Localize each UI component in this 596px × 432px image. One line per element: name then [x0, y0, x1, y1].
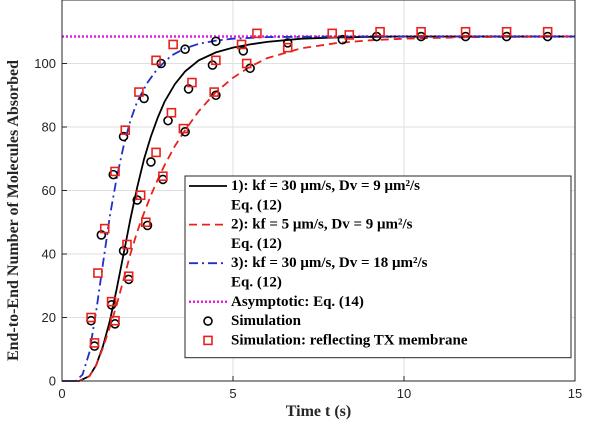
simulation-point	[211, 90, 221, 101]
series-line-s1	[62, 35, 575, 382]
y-tick-label: 80	[42, 120, 56, 135]
x-tick-label: 15	[568, 386, 582, 401]
series-lines	[62, 35, 576, 382]
simulation-point	[163, 115, 173, 126]
reflecting-point	[151, 147, 161, 158]
x-tick-label: 10	[397, 386, 411, 401]
reflecting-point	[99, 223, 110, 234]
simulation-point	[139, 93, 149, 104]
legend: 1): kf = 30 μm/s, Dv = 9 μm²/s Eq. (12) 2)…	[184, 175, 572, 359]
simulation-point	[211, 36, 221, 47]
reflecting-point	[460, 26, 471, 37]
reflecting-point	[86, 312, 96, 323]
axes-frame	[61, 0, 576, 382]
y-tick-label: 0	[49, 374, 56, 389]
reflecting-point	[252, 28, 262, 39]
series-line-s2	[62, 35, 576, 382]
legend-box	[184, 175, 572, 359]
simulation-point	[106, 299, 117, 310]
reflecting-point	[211, 55, 221, 66]
tick-labels: 0 5 10 15 0 20 40 60 80 100	[34, 56, 582, 401]
reflecting-point	[542, 26, 553, 37]
legend-label: Eq. (12)	[231, 275, 282, 291]
x-tick-label: 5	[229, 386, 236, 401]
simulation-point	[118, 131, 129, 142]
simulation-point	[89, 341, 100, 351]
reflecting-point	[375, 26, 385, 37]
reflecting-point	[501, 26, 512, 37]
simulation-point	[110, 319, 120, 329]
legend-label: Eq. (12)	[231, 197, 282, 213]
reflecting-point	[135, 190, 146, 201]
reflecting-point	[120, 125, 131, 135]
y-tick-label: 100	[34, 56, 56, 71]
simulation-point	[108, 169, 119, 180]
reflecting-point	[110, 315, 120, 326]
reflecting-point	[416, 26, 426, 37]
legend-label: 1): kf = 30 μm/s, Dv = 9 μm²/s	[231, 178, 420, 194]
reflecting-point	[140, 217, 151, 228]
legend-label: Simulation	[231, 313, 302, 329]
reflecting-point	[178, 123, 189, 134]
x-axis-label: Time t (s)	[286, 403, 351, 420]
reflecting-point	[209, 87, 219, 97]
simulation-markers	[86, 26, 553, 351]
simulation-point	[180, 44, 190, 55]
y-axis-label: End-to-End Number of Molecules Absorbed	[5, 60, 22, 361]
reflecting-point	[151, 55, 161, 66]
reflecting-point	[158, 171, 168, 182]
simulation-point	[180, 126, 190, 137]
reflecting-point	[106, 296, 117, 307]
legend-label: 3): kf = 30 μm/s, Dv = 18 μm²/s	[231, 255, 428, 271]
reflecting-point	[110, 166, 120, 177]
reflecting-point	[89, 338, 100, 348]
reflecting-point	[187, 77, 197, 88]
reflecting-point	[123, 271, 134, 282]
simulation-point	[146, 157, 156, 167]
reflecting-point	[282, 42, 293, 53]
series-line-s3	[62, 35, 575, 382]
legend-label: 2): kf = 5 μm/s, Dv = 9 μm²/s	[231, 217, 413, 233]
reflecting-point	[344, 30, 355, 40]
y-tick-label: 20	[42, 310, 56, 325]
simulation-point	[142, 220, 153, 231]
reflecting-point	[327, 28, 337, 39]
reflecting-point	[168, 39, 178, 50]
simulation-point	[156, 58, 166, 69]
legend-label: Eq. (12)	[231, 236, 282, 252]
reflecting-point	[93, 268, 103, 278]
y-tick-label: 60	[42, 183, 56, 198]
legend-marker-simulation	[203, 316, 213, 326]
legend-label: Asymptotic: Eq. (14)	[231, 294, 364, 310]
reflecting-point	[241, 58, 252, 69]
reflecting-point	[166, 107, 177, 118]
legend-marker-reflecting	[203, 335, 213, 346]
simulation-point	[123, 274, 134, 285]
y-tick-label: 40	[42, 247, 56, 262]
reflecting-point	[134, 87, 144, 97]
x-tick-label: 0	[58, 386, 65, 401]
simulation-point	[238, 45, 249, 56]
reflecting-point	[236, 39, 247, 50]
reflecting-point	[122, 239, 132, 250]
simulation-point	[158, 174, 168, 185]
legend-label: Simulation: reflecting TX membrane	[231, 332, 468, 348]
